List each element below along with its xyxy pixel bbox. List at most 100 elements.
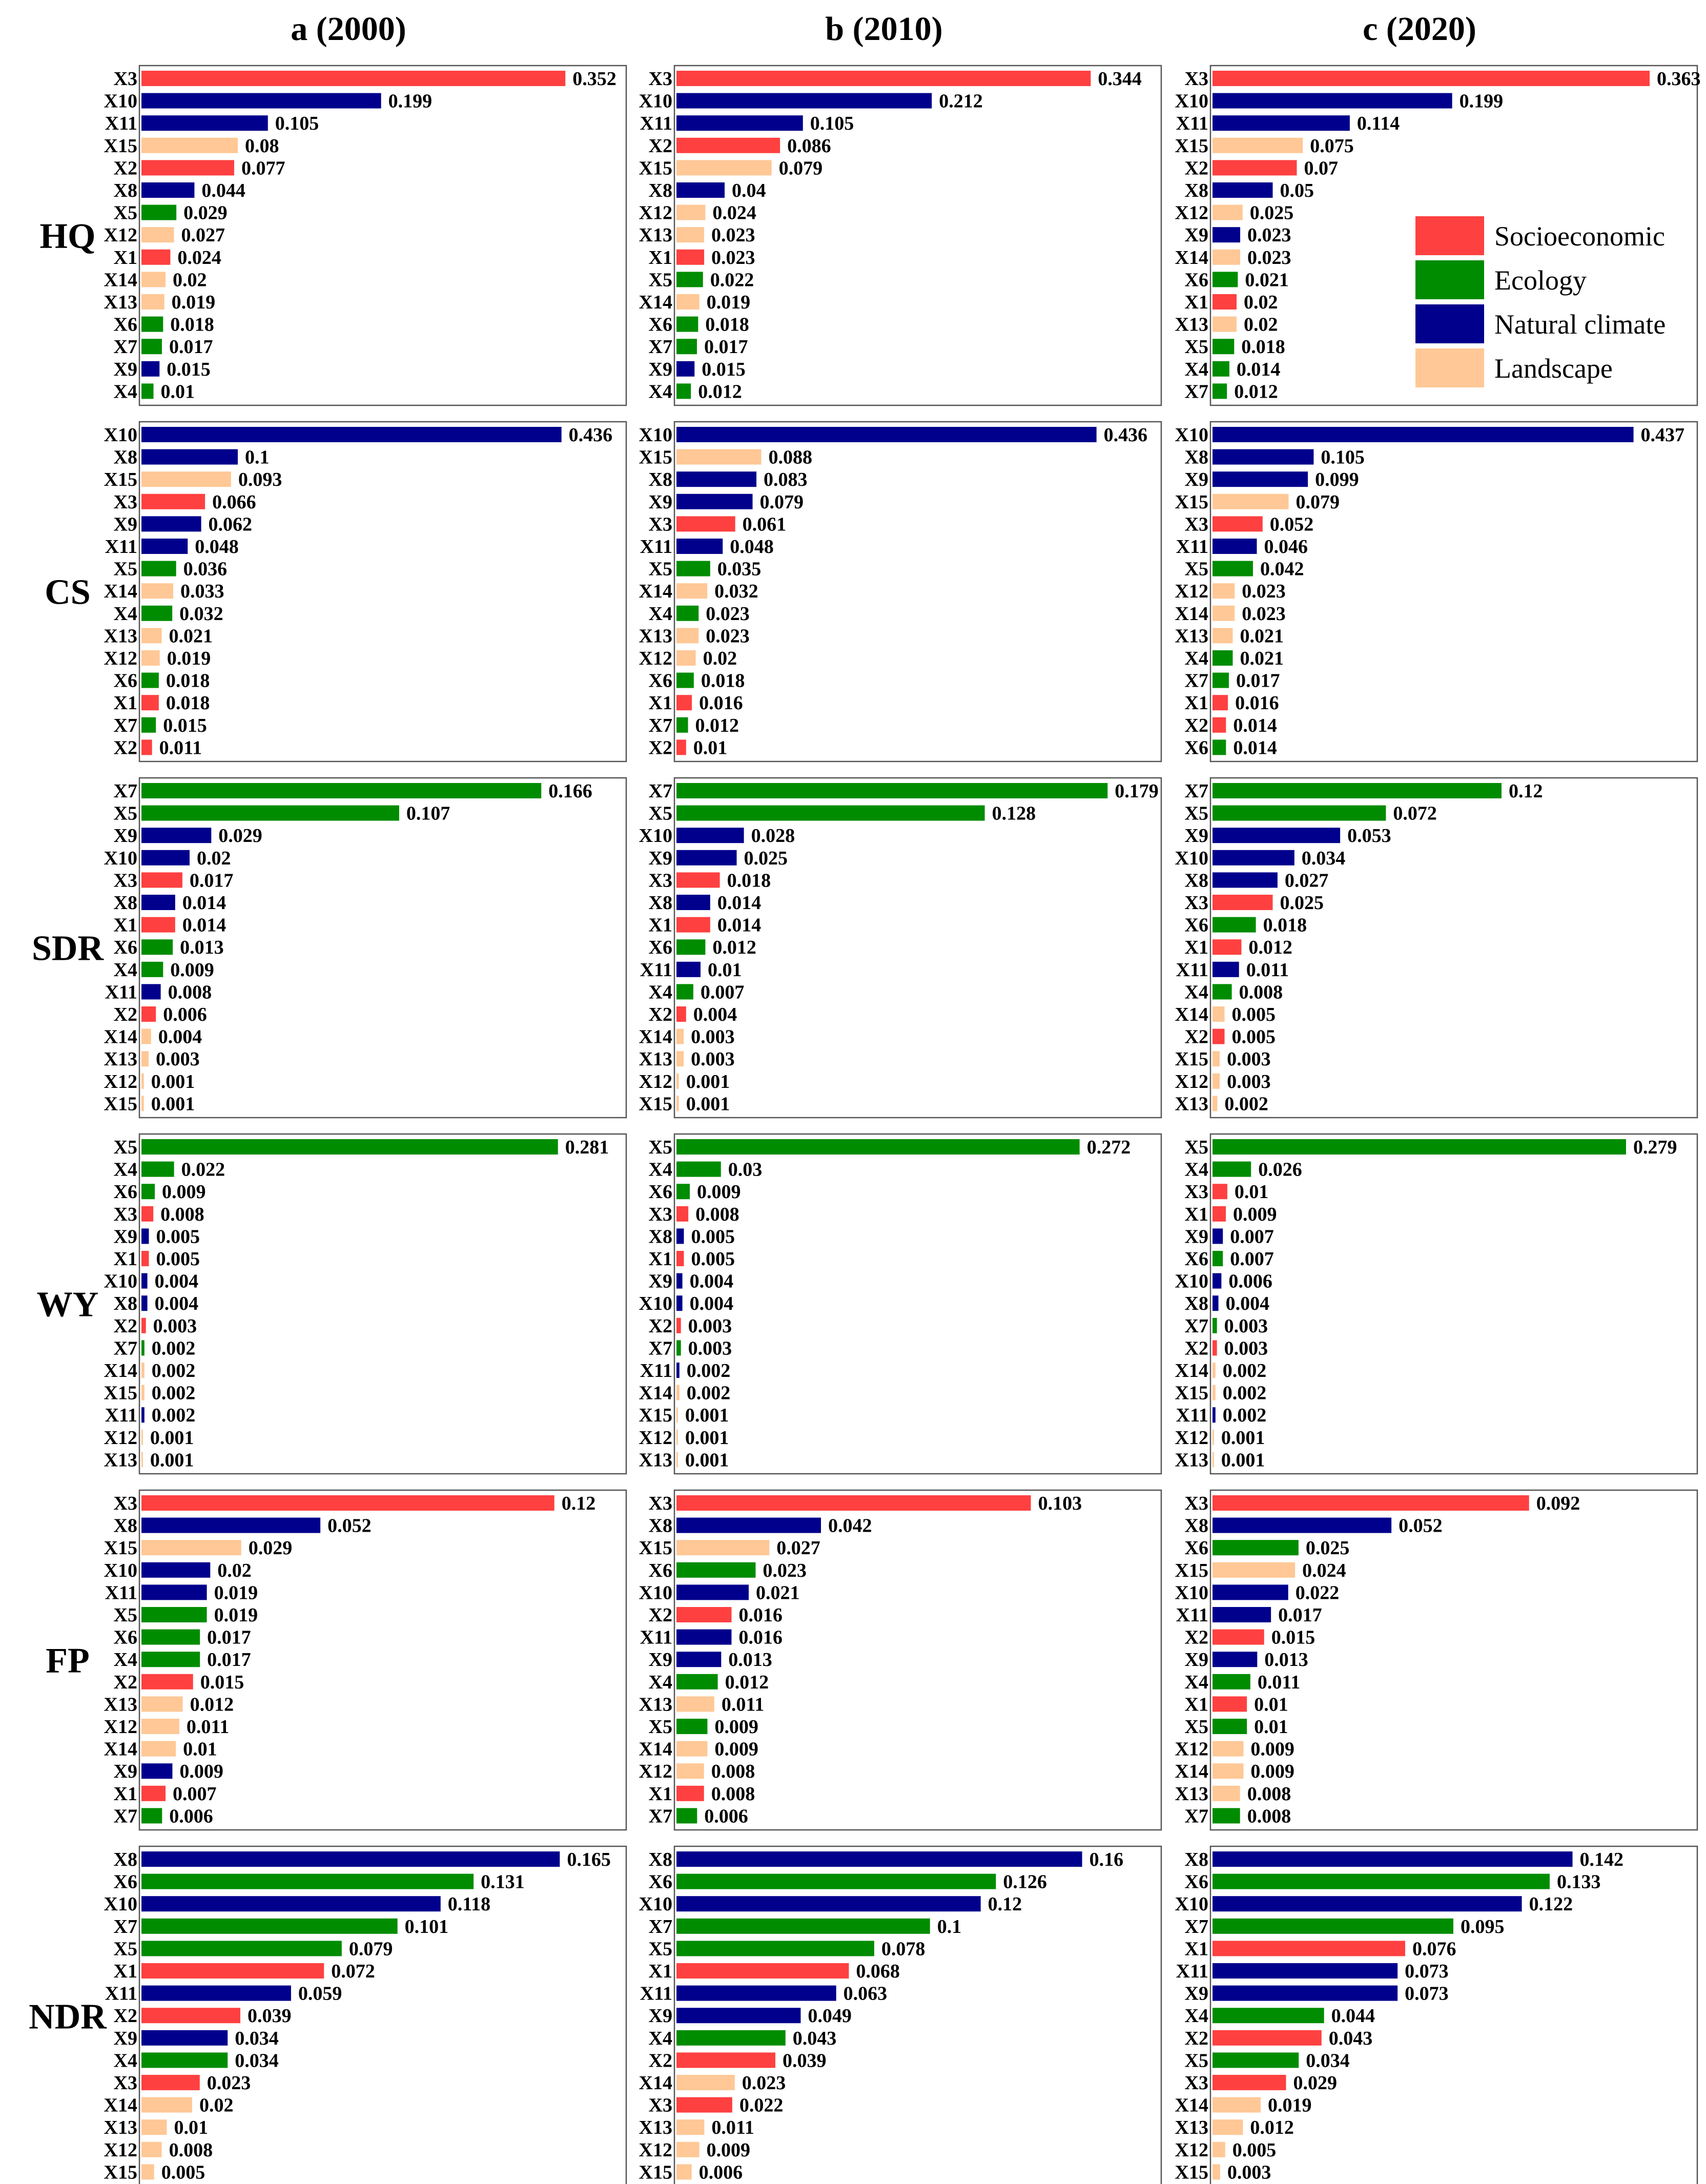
category-label-x7: X7 bbox=[114, 715, 137, 736]
panel-hq-a-2000: X3 0.352 X10 0.199 X11 0.105 X15 0.08 X2 0.077 X8 0… bbox=[104, 65, 627, 406]
category-label-x11: X11 bbox=[105, 1582, 137, 1603]
category-label-x7: X7 bbox=[1185, 381, 1208, 402]
value-label-x13: 0.012 bbox=[1250, 2117, 1294, 2138]
value-label-x4: 0.009 bbox=[170, 959, 214, 981]
bar-x13 bbox=[141, 1696, 183, 1712]
category-label-x12: X12 bbox=[1175, 2139, 1208, 2161]
bar-x13 bbox=[141, 628, 162, 644]
bar-x11 bbox=[141, 984, 161, 1000]
category-label-x12: X12 bbox=[639, 1427, 672, 1449]
bar-x4 bbox=[676, 1674, 718, 1689]
value-label-x14: 0.023 bbox=[1247, 247, 1291, 269]
bar-x11 bbox=[1212, 1963, 1398, 1979]
category-label-x3: X3 bbox=[114, 870, 137, 891]
bar-x7 bbox=[141, 1340, 145, 1356]
bar-x4 bbox=[1212, 650, 1233, 666]
bar-x6 bbox=[1212, 1540, 1299, 1556]
category-label-x6: X6 bbox=[1185, 1871, 1208, 1893]
category-label-x7: X7 bbox=[114, 1805, 137, 1827]
bar-x2 bbox=[141, 2008, 240, 2024]
value-label-x8: 0.042 bbox=[828, 1515, 872, 1537]
category-label-x11: X11 bbox=[640, 1983, 672, 2005]
category-label-x5: X5 bbox=[114, 1604, 137, 1626]
value-label-x9: 0.079 bbox=[760, 491, 804, 513]
value-label-x1: 0.009 bbox=[1233, 1204, 1277, 1225]
category-label-x12: X12 bbox=[104, 648, 137, 669]
bar-x2 bbox=[141, 1674, 193, 1689]
bar-x9 bbox=[141, 361, 160, 377]
bar-x1 bbox=[141, 1251, 149, 1266]
value-label-x2: 0.003 bbox=[688, 1315, 732, 1337]
category-label-x8: X8 bbox=[1185, 1849, 1208, 1870]
bar-x12 bbox=[676, 1073, 679, 1089]
category-label-x10: X10 bbox=[104, 848, 137, 869]
value-label-x9: 0.023 bbox=[1247, 224, 1291, 246]
value-label-x2: 0.086 bbox=[787, 135, 831, 157]
category-label-x10: X10 bbox=[639, 424, 672, 446]
bar-x13 bbox=[1212, 1096, 1218, 1111]
value-label-x7: 0.179 bbox=[1115, 780, 1159, 802]
category-label-x10: X10 bbox=[104, 424, 137, 446]
bar-x5 bbox=[1212, 2052, 1299, 2068]
bar-x14 bbox=[141, 1363, 145, 1378]
bar-x4 bbox=[1212, 984, 1232, 1000]
value-label-x13: 0.01 bbox=[174, 2117, 208, 2138]
bar-x5 bbox=[676, 1139, 1080, 1155]
value-label-x4: 0.012 bbox=[698, 381, 742, 402]
value-label-x2: 0.039 bbox=[248, 2005, 292, 2027]
value-label-x11: 0.073 bbox=[1405, 1961, 1449, 1982]
bar-x11 bbox=[141, 1584, 207, 1600]
value-label-x1: 0.018 bbox=[166, 692, 210, 714]
category-label-x7: X7 bbox=[649, 780, 672, 802]
value-label-x1: 0.014 bbox=[717, 915, 762, 936]
bar-x9 bbox=[1212, 828, 1341, 843]
category-label-x3: X3 bbox=[114, 1204, 137, 1225]
bar-x12 bbox=[1212, 2141, 1225, 2157]
bar-x11 bbox=[1212, 539, 1257, 554]
bar-x12 bbox=[676, 1429, 678, 1445]
category-label-x6: X6 bbox=[1185, 1248, 1208, 1270]
bar-x9 bbox=[676, 1273, 683, 1289]
bar-x10 bbox=[676, 1584, 749, 1600]
category-label-x2: X2 bbox=[114, 157, 137, 179]
value-label-x12: 0.023 bbox=[1242, 581, 1286, 602]
category-label-x10: X10 bbox=[104, 1271, 137, 1292]
category-label-x12: X12 bbox=[104, 224, 137, 246]
category-label-x11: X11 bbox=[640, 536, 672, 558]
value-label-x4: 0.01 bbox=[161, 381, 195, 402]
bar-x5 bbox=[1212, 1139, 1626, 1155]
category-label-x6: X6 bbox=[114, 670, 137, 692]
value-label-x15: 0.08 bbox=[245, 135, 279, 157]
bar-x11 bbox=[141, 539, 188, 554]
value-label-x10: 0.436 bbox=[1104, 424, 1148, 446]
value-label-x10: 0.437 bbox=[1641, 424, 1685, 446]
category-label-x5: X5 bbox=[1185, 1716, 1208, 1738]
value-label-x6: 0.133 bbox=[1557, 1871, 1601, 1893]
value-label-x13: 0.019 bbox=[172, 292, 216, 313]
category-label-x3: X3 bbox=[1185, 1493, 1208, 1514]
bar-x5 bbox=[1212, 1719, 1247, 1734]
legend-label-landscape: Landscape bbox=[1494, 353, 1613, 384]
category-label-x13: X13 bbox=[104, 625, 137, 647]
category-label-x11: X11 bbox=[105, 1405, 137, 1426]
panel-frame bbox=[138, 1133, 627, 1475]
value-label-x1: 0.007 bbox=[173, 1783, 217, 1805]
category-label-x8: X8 bbox=[649, 892, 672, 914]
category-label-x12: X12 bbox=[639, 2139, 672, 2161]
value-label-x4: 0.017 bbox=[207, 1649, 251, 1671]
bar-x13 bbox=[676, 227, 705, 243]
value-label-x6: 0.014 bbox=[1233, 737, 1277, 758]
bar-x1 bbox=[141, 1963, 324, 1979]
value-label-x9: 0.009 bbox=[179, 1761, 223, 1782]
value-label-x15: 0.006 bbox=[699, 2161, 743, 2183]
category-label-x11: X11 bbox=[640, 1627, 672, 1649]
value-label-x6: 0.023 bbox=[763, 1560, 807, 1581]
category-label-x10: X10 bbox=[1175, 424, 1208, 446]
panel-frame bbox=[673, 777, 1162, 1119]
bar-x14 bbox=[676, 583, 708, 599]
category-label-x10: X10 bbox=[1175, 848, 1208, 869]
bar-x11 bbox=[141, 1985, 291, 2001]
bar-x7 bbox=[141, 783, 542, 798]
bar-x15 bbox=[141, 1096, 144, 1111]
category-label-x9: X9 bbox=[114, 1226, 137, 1247]
